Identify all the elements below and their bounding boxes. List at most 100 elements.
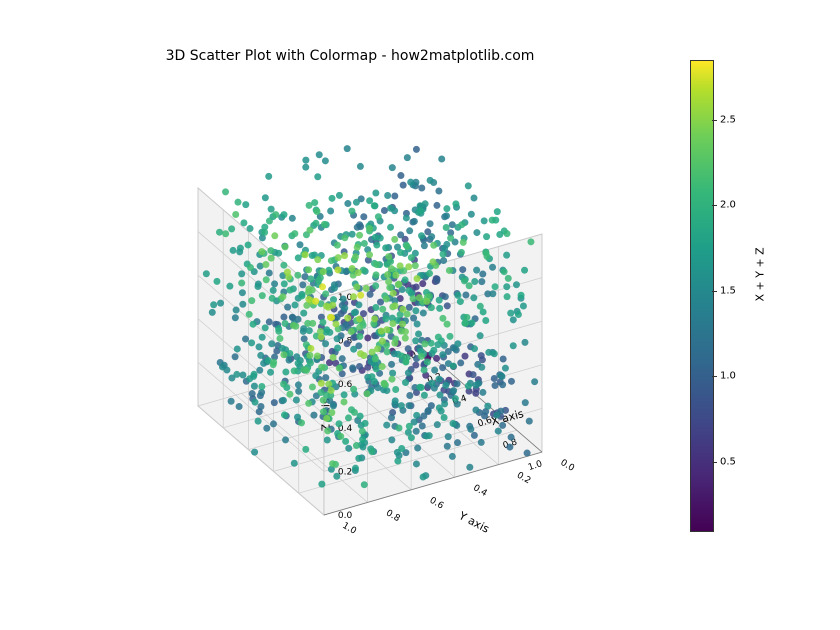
scatter-point	[425, 407, 432, 414]
scatter-point	[406, 227, 413, 234]
scatter-point	[374, 345, 381, 352]
scatter-point	[239, 371, 246, 378]
scatter-point	[445, 433, 452, 440]
scatter-point	[251, 449, 258, 456]
scatter-point	[314, 208, 321, 215]
scatter-point	[449, 453, 456, 460]
scatter-point	[349, 265, 356, 272]
colorbar-tick	[712, 120, 717, 121]
scatter-point	[492, 382, 499, 389]
scatter-point	[322, 374, 329, 381]
scatter-point	[495, 428, 502, 435]
scatter-point	[299, 281, 306, 288]
scatter-point	[210, 301, 217, 308]
scatter-point	[233, 371, 240, 378]
colorbar-tick	[712, 291, 717, 292]
scatter-point	[454, 439, 461, 446]
scatter-point	[328, 314, 335, 321]
scatter-point	[450, 387, 457, 394]
scatter-point	[262, 324, 269, 331]
scatter-point	[296, 241, 303, 248]
scatter-point	[275, 328, 282, 335]
scatter-point	[267, 369, 274, 376]
scatter-point	[272, 211, 279, 218]
scatter-point	[312, 298, 319, 305]
scatter-point	[381, 380, 388, 387]
scatter-point	[248, 339, 255, 346]
scatter-point	[216, 229, 223, 236]
scatter-point	[371, 202, 378, 209]
scatter-point	[402, 358, 409, 365]
scatter-point	[373, 261, 380, 268]
scatter-point	[505, 275, 512, 282]
scatter-point	[498, 373, 505, 380]
scatter-point	[321, 221, 328, 228]
scatter-point	[267, 247, 274, 254]
scatter-point	[479, 389, 486, 396]
scatter-point	[349, 364, 356, 371]
scatter-point	[406, 304, 413, 311]
scatter-point	[280, 351, 287, 358]
scatter-point	[261, 229, 268, 236]
scatter-point	[444, 321, 451, 328]
scatter-point	[203, 270, 210, 277]
scatter-point	[333, 473, 340, 480]
scatter-point	[413, 460, 420, 467]
colorbar-tick-label: 2.5	[720, 114, 736, 125]
scatter-point	[217, 300, 224, 307]
scatter-point	[404, 154, 411, 161]
scatter-point	[388, 436, 395, 443]
scatter-point	[355, 269, 362, 276]
scatter-point	[336, 192, 343, 199]
scatter-point	[256, 367, 263, 374]
scatter-point	[443, 212, 450, 219]
scatter-point	[468, 211, 475, 218]
scatter-point	[375, 213, 382, 220]
scatter-point	[390, 290, 397, 297]
scatter-point	[327, 207, 334, 214]
scatter-point	[413, 428, 420, 435]
scatter-point	[389, 164, 396, 171]
scatter-point	[489, 290, 496, 297]
scatter-point	[381, 207, 388, 214]
scatter-point	[382, 244, 389, 251]
scatter-point	[382, 315, 389, 322]
scatter-point	[427, 220, 434, 227]
scatter-point	[309, 252, 316, 259]
scatter-point	[342, 438, 349, 445]
scatter-point	[280, 381, 287, 388]
scatter3d-plot: 0.00.20.40.60.81.00.00.20.40.60.81.00.00…	[90, 70, 650, 570]
scatter-point	[280, 262, 287, 269]
scatter-point	[371, 315, 378, 322]
scatter-point	[399, 306, 406, 313]
scatter-point	[436, 404, 443, 411]
scatter-point	[329, 302, 336, 309]
scatter-point	[402, 335, 409, 342]
scatter-point	[258, 383, 265, 390]
scatter-point	[417, 207, 424, 214]
scatter-point	[439, 364, 446, 371]
scatter-point	[477, 332, 484, 339]
scatter-point	[369, 448, 376, 455]
scatter-point	[310, 412, 317, 419]
tick-label: 0.0	[338, 511, 353, 521]
scatter-point	[478, 364, 485, 371]
scatter-point	[471, 345, 478, 352]
scatter-point	[289, 215, 296, 222]
scatter-point	[341, 252, 348, 259]
scatter-point	[387, 224, 394, 231]
scatter-point	[329, 195, 336, 202]
scatter-point	[318, 380, 325, 387]
scatter-point	[457, 359, 464, 366]
scatter-point	[418, 232, 425, 239]
scatter-point	[520, 302, 527, 309]
scatter-point	[324, 436, 331, 443]
scatter-point	[404, 243, 411, 250]
scatter-point	[481, 217, 488, 224]
scatter-point	[439, 351, 446, 358]
scatter-point	[305, 286, 312, 293]
scatter-point	[330, 354, 337, 361]
scatter-point	[357, 292, 364, 299]
scatter-point	[424, 358, 431, 365]
scatter-point	[302, 251, 309, 258]
